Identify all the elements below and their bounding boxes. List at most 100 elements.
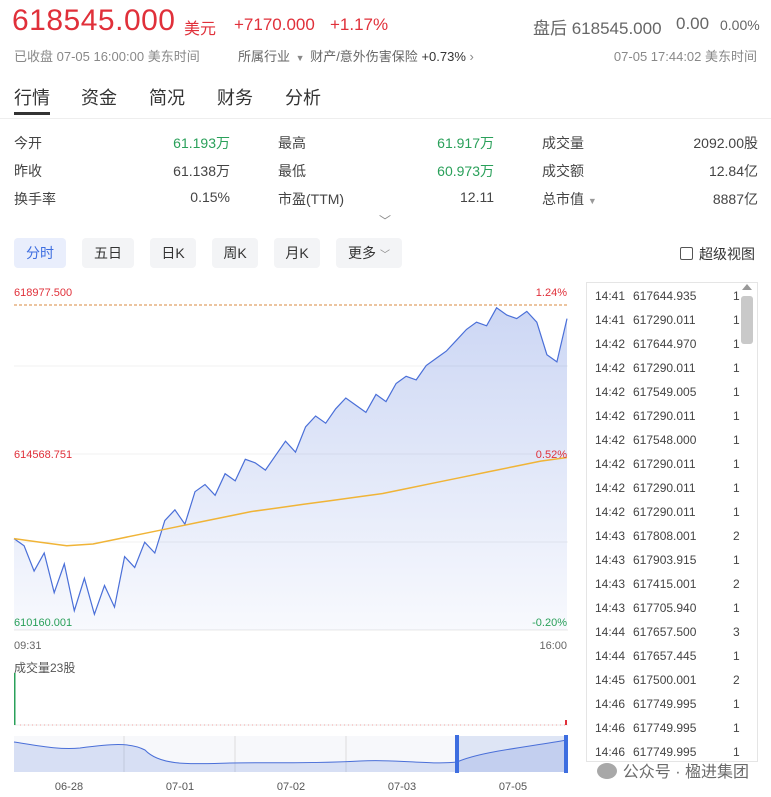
tick-time: 14:42	[595, 457, 626, 471]
tick-row: 14:42 617549.005 1	[587, 381, 757, 405]
tick-volume: 2	[733, 577, 740, 591]
tick-panel-scrollbar[interactable]	[741, 296, 753, 344]
navigator-right-handle[interactable]	[564, 735, 568, 773]
tick-row: 14:46 617749.995 1	[587, 741, 757, 761]
stat-value-low: 60.973万	[437, 163, 494, 179]
tick-row: 14:42 617290.011 1	[587, 405, 757, 429]
navigator-selection[interactable]	[457, 736, 567, 772]
navigator-date-label: 06-28	[55, 781, 83, 793]
stat-value-market-cap: 8887亿	[712, 191, 758, 207]
tick-price: 617500.001	[633, 673, 697, 687]
super-view-label: 超级视图	[699, 246, 755, 262]
tick-price: 617548.000	[633, 433, 697, 447]
intraday-chart[interactable]: 618977.500 614568.751 610160.001 1.24% 0…	[0, 280, 580, 797]
caret-down-icon: ▼	[295, 53, 305, 63]
tick-volume: 1	[733, 697, 740, 711]
tick-price: 617644.935	[633, 289, 697, 303]
tick-row: 14:46 617749.995 1	[587, 693, 757, 717]
tick-price: 617290.011	[633, 361, 696, 375]
tick-volume: 2	[733, 673, 740, 687]
super-view-button[interactable]: 超级视图	[680, 244, 755, 264]
stat-value-turnover: 0.15%	[190, 189, 230, 205]
tick-volume: 1	[733, 457, 740, 471]
tick-volume: 1	[733, 601, 740, 615]
price-change: +7170.000	[234, 15, 315, 34]
industry-name: 财产/意外伤害保险	[310, 49, 418, 64]
timeframe-intraday[interactable]: 分时	[14, 238, 66, 268]
tick-time: 14:42	[595, 505, 626, 519]
tick-price: 617290.011	[633, 505, 696, 519]
industry-link[interactable]: 所属行业 ▼ 财产/意外伤害保险 +0.73% ›	[238, 46, 474, 65]
stat-label-volume: 成交量	[542, 135, 584, 151]
tick-price: 617290.011	[633, 409, 696, 423]
scroll-up-arrow-icon[interactable]	[742, 284, 752, 290]
watermark-text: 公众号 · 楹进集团	[622, 764, 749, 781]
tick-volume: 1	[733, 649, 740, 663]
tick-price: 617415.001	[633, 577, 697, 591]
tick-time: 14:44	[595, 649, 626, 663]
tick-time: 14:46	[595, 697, 626, 711]
after-hours-change-pct: 0.00%	[720, 17, 760, 33]
y-axis-max-label: 618977.500	[14, 287, 72, 299]
tick-price: 617290.011	[633, 457, 696, 471]
navigator-date-label: 07-05	[499, 781, 527, 793]
expand-stats-chevron-icon[interactable]: ﹀	[379, 214, 392, 228]
tick-price: 617657.445	[633, 649, 697, 663]
tick-price: 617549.005	[633, 385, 697, 399]
stat-label-high: 最高	[278, 135, 306, 151]
range-navigator[interactable]	[13, 735, 568, 773]
tick-volume: 1	[733, 289, 740, 303]
tab-financials[interactable]: 财务	[217, 88, 253, 108]
tick-price: 617644.970	[633, 337, 697, 351]
stat-value-pe: 12.11	[460, 189, 494, 205]
timeframe-weekly-k[interactable]: 周K	[212, 238, 258, 268]
tick-row: 14:44 617657.445 1	[587, 645, 757, 669]
tick-row: 14:42 617644.970 1	[587, 333, 757, 357]
tick-time: 14:42	[595, 433, 626, 447]
price-change-pct: +1.17%	[330, 15, 389, 34]
y-axis-mid-pct-label: 0.52%	[536, 449, 567, 461]
tick-volume: 2	[733, 529, 740, 543]
wechat-icon	[596, 763, 617, 779]
tick-volume: 1	[733, 433, 740, 447]
tick-time: 14:42	[595, 409, 626, 423]
navigator-left-handle[interactable]	[455, 735, 459, 773]
market-status: 已收盘 07-05 16:00:00 美东时间	[14, 49, 200, 64]
timeframe-more-dropdown[interactable]: 更多 ﹀	[336, 238, 402, 268]
tick-volume: 1	[733, 745, 740, 759]
tick-price: 617749.995	[633, 721, 697, 735]
chevron-down-icon: ﹀	[379, 250, 390, 261]
currency-unit: 美元	[184, 21, 217, 38]
tick-volume: 1	[733, 337, 740, 351]
average-price-line	[13, 456, 568, 547]
x-axis-end-label: 16:00	[539, 640, 567, 652]
tab-funds[interactable]: 资金	[81, 88, 117, 108]
tick-row: 14:42 617290.011 1	[587, 453, 757, 477]
tab-quote[interactable]: 行情	[14, 88, 50, 108]
stat-label-prev-close: 昨收	[14, 163, 42, 179]
tick-row: 14:43 617903.915 1	[587, 549, 757, 573]
navigator-date-label: 07-02	[277, 781, 305, 793]
tick-time: 14:42	[595, 385, 626, 399]
more-label: 更多	[348, 245, 377, 261]
tick-row: 14:43 617705.940 1	[587, 597, 757, 621]
stat-label-pe: 市盈(TTM)	[278, 191, 345, 207]
tick-trades-panel[interactable]: 14:41 617644.935 1 14:41 617290.011 1 14:42 617…	[586, 282, 758, 762]
tick-row: 14:41 617290.011 1	[587, 309, 757, 333]
tick-volume: 1	[733, 385, 740, 399]
after-hours-change: 0.00	[676, 14, 710, 33]
stat-value-amount: 12.84亿	[708, 163, 758, 179]
tick-row: 14:41 617644.935 1	[587, 285, 757, 309]
tick-price: 617749.995	[633, 697, 697, 711]
tick-price: 617657.500	[633, 625, 697, 639]
tick-time: 14:46	[595, 745, 626, 759]
tab-profile[interactable]: 简况	[149, 88, 185, 108]
timeframe-monthly-k[interactable]: 月K	[274, 238, 320, 268]
tab-analysis[interactable]: 分析	[285, 88, 321, 108]
tick-price: 617903.915	[633, 553, 697, 567]
stat-label-market-cap[interactable]: 总市值 ▼	[542, 189, 597, 209]
timeframe-5day[interactable]: 五日	[82, 238, 134, 268]
timeframe-daily-k[interactable]: 日K	[150, 238, 196, 268]
stat-label-low: 最低	[278, 163, 306, 179]
tab-active-indicator	[14, 112, 50, 115]
